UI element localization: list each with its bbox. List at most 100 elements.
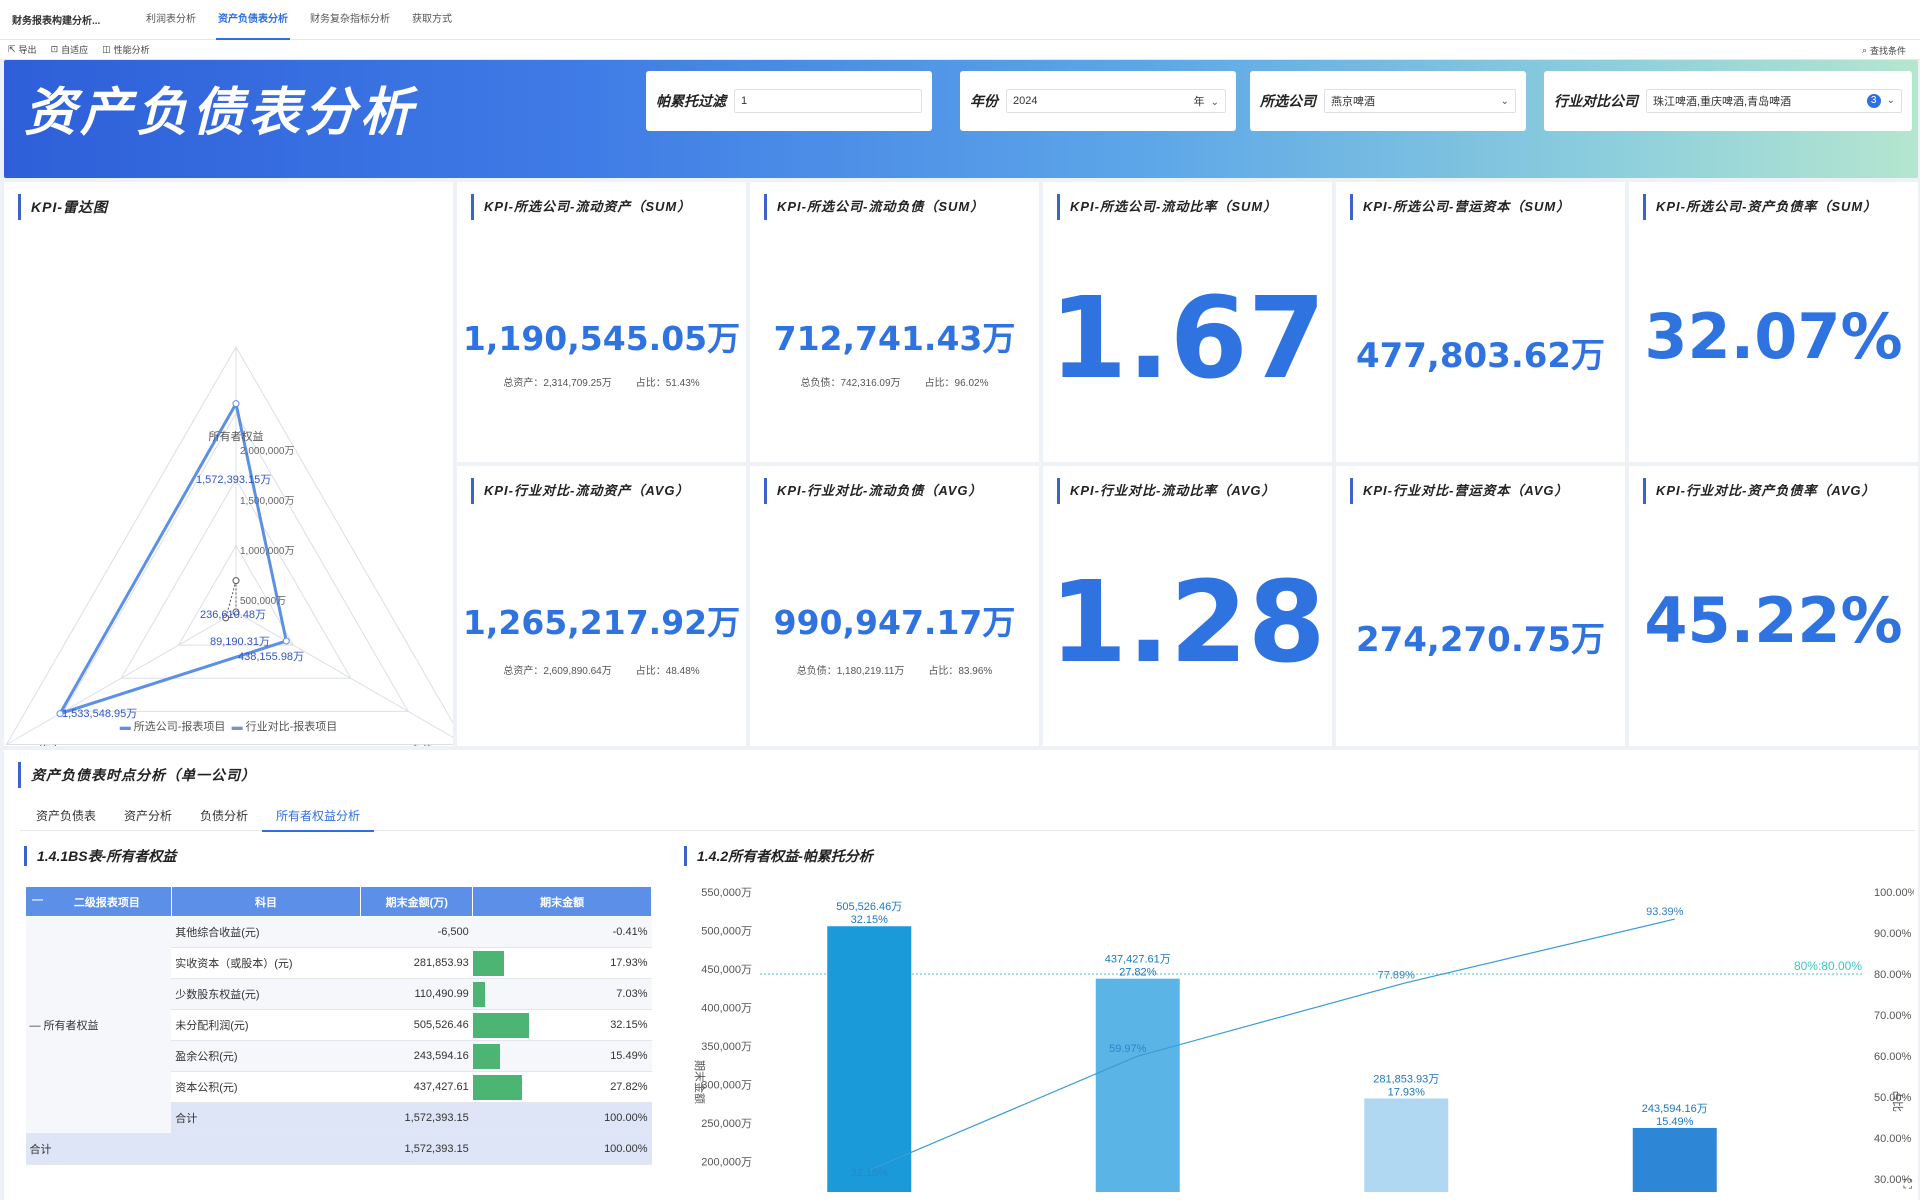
fullscreen-icon[interactable]: ⛶ <box>1903 1177 1912 1191</box>
subtotal-row: 合计 1,572,393.15 100.00% <box>26 1102 652 1134</box>
performance-button[interactable]: ◫ 性能分析 <box>102 43 150 56</box>
nav-tab-profit[interactable]: 利润表分析 <box>146 13 196 25</box>
kpi-card: KPI-所选公司-资产负债率（SUM） 32.07% <box>1629 182 1918 462</box>
filter-company-label: 所选公司 <box>1260 93 1316 109</box>
kpi-title: KPI-行业对比-流动负债（AVG） <box>764 478 1013 504</box>
table-row[interactable]: 资本公积(元) 437,427.61 27.82% <box>26 1071 652 1103</box>
kpi-total: 总资产：2,609,890.64万 <box>503 666 612 677</box>
pareto-ytick: 200,000万 <box>701 1157 752 1169</box>
pct-bar <box>472 1013 529 1038</box>
legend-company[interactable]: 所选公司-报表项目 <box>133 721 226 733</box>
radar-chart: 所有者权益 资产 负债 2,000,000万 1,500,000万 1,000,… <box>5 346 453 746</box>
pareto-title: 1.4.2所有者权益-帕累托分析 <box>684 846 873 866</box>
kpi-title: KPI-所选公司-资产负债率（SUM） <box>1643 194 1892 220</box>
chevron-down-icon: ⌄ <box>1210 97 1219 108</box>
pareto-ylabel: 期末金额 <box>693 1060 707 1104</box>
pareto-y2tick: 80.00% <box>1874 969 1912 981</box>
tab-liability-analysis[interactable]: 负债分析 <box>200 809 249 823</box>
table-row[interactable]: — 所有者权益 其他综合收益(元) -6,500 -0.41% <box>25 916 652 1134</box>
amount-cell: 243,594.16 <box>360 1040 473 1072</box>
pareto-cumulative-line <box>869 918 1675 1171</box>
pareto-threshold-label: 80%:80.00% <box>1794 959 1862 973</box>
performance-icon: ◫ <box>102 44 111 54</box>
radar-point <box>222 614 230 622</box>
kpi-card: KPI-所选公司-营运资本（SUM） 477,803.62万 <box>1336 182 1625 462</box>
table-row[interactable]: 实收资本（或股本）(元) 281,853.93 17.93% <box>26 947 652 979</box>
pareto-ytick: 250,000万 <box>701 1118 752 1130</box>
pareto-chart: 期末金额 占比 550,000万 500,000万 450,000万 400,000万… <box>693 887 1914 1192</box>
filter-peer-companies: 行业对比公司 珠江啤酒,重庆啤酒,青岛啤酒 3 ⌄ <box>1544 71 1912 131</box>
radar-axis-label-equity: 所有者权益 <box>209 429 264 443</box>
kpi-value: 1.67 <box>1049 274 1326 404</box>
pareto-cumulative-label: 77.89% <box>1378 970 1416 982</box>
kpi-title: KPI-行业对比-流动资产（AVG） <box>471 478 720 504</box>
radar-grid-ring <box>63 412 409 712</box>
header-banner: 资产负债表分析 帕累托过滤 1 年份 2024 年 ⌄ 所选公司 燕京啤酒 ⌄ 行… <box>4 60 1918 178</box>
selected-count-badge: 3 <box>1866 94 1881 108</box>
tab-asset-analysis[interactable]: 资产分析 <box>124 809 173 823</box>
pct-value: 32.15% <box>610 1019 648 1031</box>
subject-cell: 其他综合收益(元) <box>171 916 361 948</box>
collapse-icon[interactable]: — <box>29 1020 44 1032</box>
kpi-value: 990,947.17万 <box>773 603 1016 642</box>
kpi-title: KPI-所选公司-流动负债（SUM） <box>764 194 1013 220</box>
kpi-subtext: 总资产：2,314,709.25万 占比：51.43% <box>457 374 746 389</box>
pareto-y2tick: 100.00% <box>1874 887 1914 899</box>
table-row[interactable]: 盈余公积(元) 243,594.16 15.49% <box>26 1040 652 1072</box>
company-select[interactable]: 燕京啤酒 ⌄ <box>1324 89 1516 113</box>
col-header-subject[interactable]: 科目 <box>170 886 362 917</box>
performance-label: 性能分析 <box>113 45 150 55</box>
legend-peer[interactable]: 行业对比-报表项目 <box>245 721 338 733</box>
col-header-item[interactable]: — 二级报表项目 <box>25 886 172 917</box>
nav-tab-complex-indicators[interactable]: 财务复杂指标分析 <box>310 13 390 25</box>
kpi-card: KPI-所选公司-流动资产（SUM） 1,190,545.05万 总资产：2,314… <box>457 182 746 462</box>
radar-tick-500000: 500,000万 <box>240 596 286 607</box>
radar-axis-line <box>6 611 237 745</box>
kpi-value: 274,270.75万 <box>1355 620 1606 660</box>
kpi-title: KPI-行业对比-资产负债率（AVG） <box>1643 478 1892 504</box>
pareto-bar-value-label: 505,526.46万 <box>836 901 902 913</box>
nav-tab-get-method[interactable]: 获取方式 <box>412 13 452 25</box>
subtotal-pct: 100.00% <box>472 1102 652 1134</box>
find-condition-button[interactable]: ⌕ 查找条件 <box>1862 44 1906 57</box>
kpi-value: 45.22% <box>1644 584 1903 657</box>
tab-equity-analysis[interactable]: 所有者权益分析 <box>262 804 375 832</box>
export-button[interactable]: ⇱ 导出 <box>8 43 37 56</box>
pareto-bar-pct-label: 32.15% <box>851 914 889 926</box>
peer-companies-select[interactable]: 珠江啤酒,重庆啤酒,青岛啤酒 3 ⌄ <box>1646 89 1902 113</box>
pareto-ytick: 550,000万 <box>701 887 752 899</box>
fit-button[interactable]: ⊡ 自适应 <box>51 43 89 56</box>
radar-label-peer-equity: 236,610.48万 <box>200 609 266 621</box>
kpi-value: 32.07% <box>1644 300 1903 373</box>
radar-point <box>232 400 240 408</box>
year-select[interactable]: 2024 年 ⌄ <box>1006 89 1226 113</box>
pareto-bar <box>827 926 912 1192</box>
app-title[interactable]: 财务报表构建分析... <box>12 16 101 27</box>
peer-companies-value: 珠江啤酒,重庆啤酒,青岛啤酒 <box>1653 96 1792 108</box>
table-row[interactable]: 未分配利润(元) 505,526.46 32.15% <box>26 1009 652 1041</box>
kpi-share: 占比：83.96% <box>928 666 993 677</box>
radar-series-1 <box>224 580 237 619</box>
subject-cell: 少数股东权益(元) <box>171 978 361 1010</box>
total-amount: 1,572,393.15 <box>360 1133 473 1165</box>
collapse-icon[interactable]: — <box>32 893 43 906</box>
toolbar: ⇱ 导出 ⊡ 自适应 ◫ 性能分析 ⌕ 查找条件 <box>0 40 1920 60</box>
group-cell[interactable]: — 所有者权益 <box>25 916 172 1134</box>
table-title: 1.4.1BS表-所有者权益 <box>24 846 176 866</box>
find-condition-label: 查找条件 <box>1869 46 1906 56</box>
pct-bar <box>472 982 485 1007</box>
col-header-amount[interactable]: 期末金额(万) <box>360 886 474 917</box>
pareto-bar <box>1632 1127 1717 1192</box>
tab-balance-sheet[interactable]: 资产负债表 <box>36 809 97 823</box>
pareto-input[interactable]: 1 <box>734 89 922 113</box>
pareto-y2tick: 30.00% <box>1874 1174 1912 1186</box>
equity-table: — 二级报表项目 科目 期末金额(万) 期末金额 — 所有者权益 其他综合收益(元)… <box>25 886 652 1165</box>
col-header-amount-pct[interactable]: 期末金额 <box>472 886 652 917</box>
export-label: 导出 <box>18 45 37 55</box>
nav-tab-balance-sheet[interactable]: 资产负债表分析 <box>216 0 290 40</box>
radar-grid-ring <box>120 478 352 679</box>
table-row[interactable]: 少数股东权益(元) 110,490.99 7.03% <box>26 978 652 1010</box>
find-icon: ⌕ <box>1861 45 1867 55</box>
kpi-card: KPI-行业对比-流动负债（AVG） 990,947.17万 总负债：1,180,2… <box>750 466 1039 746</box>
group-label: 所有者权益 <box>43 1020 99 1032</box>
